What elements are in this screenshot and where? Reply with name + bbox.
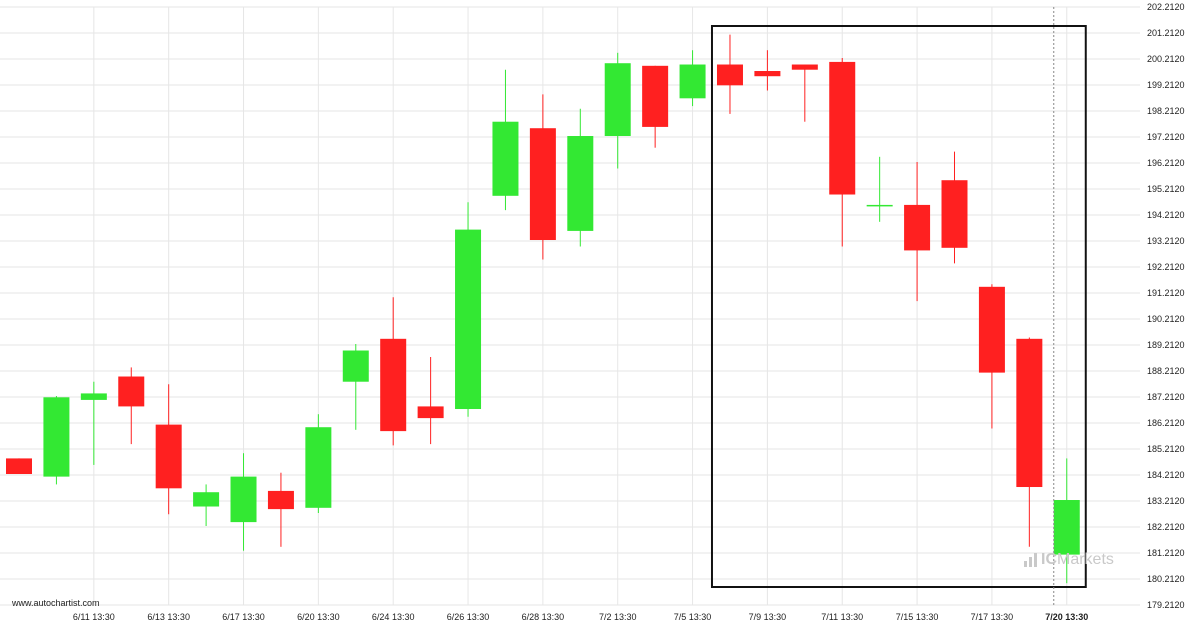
bars-icon [1024,553,1037,567]
x-tick-label: 7/5 13:30 [674,612,712,622]
candle-body [604,63,631,137]
brand-logo: IC Markets [1024,551,1114,569]
candle-body [155,424,182,489]
y-tick-label: 193.2120 [1147,236,1185,246]
y-tick-label: 197.2120 [1147,132,1185,142]
y-tick-label: 181.2120 [1147,548,1185,558]
x-tick-label: 6/24 13:30 [372,612,415,622]
x-tick-label: 7/9 13:30 [749,612,787,622]
candle-body [754,71,781,77]
candle-body [43,397,70,477]
x-tick-label: 7/17 13:30 [971,612,1014,622]
y-tick-label: 188.2120 [1147,366,1185,376]
candle-body [642,65,669,127]
candle-body [716,64,743,86]
candle-body [492,121,519,196]
candle-body [118,376,145,407]
candle-body [342,350,369,382]
x-tick-label: 6/13 13:30 [147,612,190,622]
y-tick-label: 191.2120 [1147,288,1185,298]
candle-body [1016,338,1043,488]
x-tick-label: 6/28 13:30 [522,612,565,622]
x-tick-label: 7/20 13:30 [1045,612,1088,622]
candle-body [679,64,706,99]
x-tick-label: 6/20 13:30 [297,612,340,622]
y-tick-label: 200.2120 [1147,54,1185,64]
x-tick-label: 6/11 13:30 [73,612,115,622]
y-tick-label: 179.2120 [1147,600,1185,610]
candle-body [6,458,32,475]
grid-lines [0,6,1140,606]
brand-prefix: IC [1041,551,1057,568]
y-tick-label: 196.2120 [1147,158,1185,168]
y-tick-label: 189.2120 [1147,340,1185,350]
candle-body [866,204,893,207]
candles [6,34,1080,584]
x-axis-ticks: 6/11 13:30 6/13 13:30 6/17 13:30 6/20 13:30… [73,612,1088,622]
y-tick-label: 194.2120 [1147,210,1185,220]
y-tick-label: 183.2120 [1147,496,1185,506]
candle-body [567,136,594,231]
y-tick-label: 201.2120 [1147,28,1185,38]
watermark-url: www.autochartist.com [12,598,100,608]
pattern-highlight [710,7,1087,605]
y-tick-label: 186.2120 [1147,418,1185,428]
brand-name: Markets [1057,551,1114,568]
candle-body [305,427,332,508]
y-tick-label: 192.2120 [1147,262,1185,272]
candle-body [1053,500,1080,555]
x-tick-label: 7/11 13:30 [821,612,863,622]
candle-body [904,204,931,251]
y-tick-label: 184.2120 [1147,470,1185,480]
candle-body [230,476,257,523]
candle-body [978,286,1005,373]
y-tick-label: 199.2120 [1147,80,1185,90]
y-tick-label: 185.2120 [1147,444,1185,454]
candle-body [791,64,818,70]
y-tick-label: 180.2120 [1147,574,1185,584]
x-tick-label: 6/26 13:30 [447,612,490,622]
y-tick-label: 187.2120 [1147,392,1185,402]
candle-body [80,393,107,400]
candle-body [267,490,294,510]
candle-body [455,229,482,410]
y-tick-label: 182.2120 [1147,522,1185,532]
y-axis-ticks: 179.2120 180.2120 181.2120 182.2120 183.2120… [1147,2,1185,610]
candle-body [417,406,444,419]
x-tick-label: 7/15 13:30 [896,612,939,622]
candle-body [529,128,556,241]
pattern-box [710,25,1087,588]
candle-body [829,61,856,195]
candle-body [193,492,220,507]
x-tick-label: 7/2 13:30 [599,612,637,622]
x-tick-label: 6/17 13:30 [222,612,265,622]
candle-body [941,180,968,248]
y-tick-label: 195.2120 [1147,184,1185,194]
candle-body [380,338,407,432]
y-tick-label: 198.2120 [1147,106,1185,116]
y-tick-label: 190.2120 [1147,314,1185,324]
y-tick-label: 202.2120 [1147,2,1185,12]
